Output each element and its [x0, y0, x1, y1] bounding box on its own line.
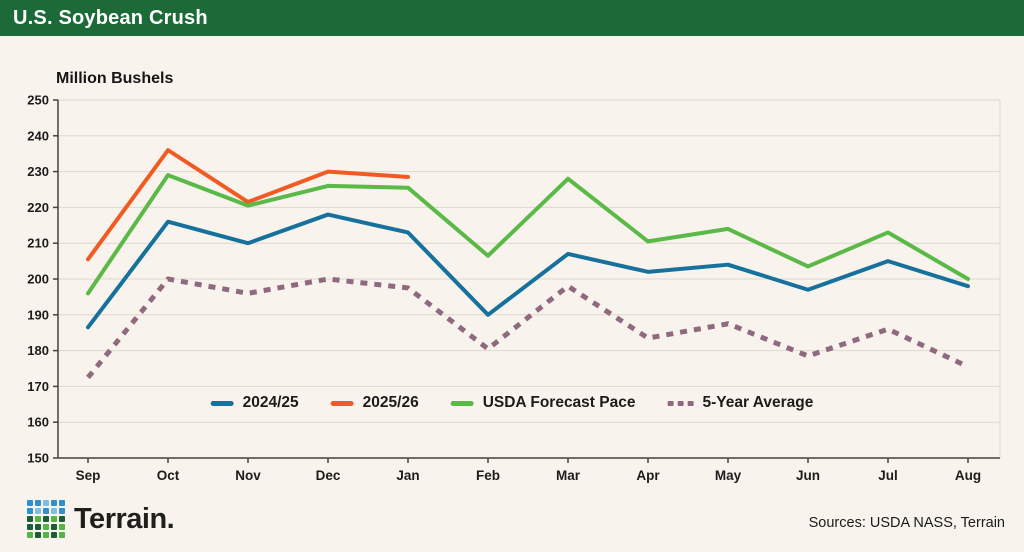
legend-swatch-5-year-average	[667, 400, 694, 406]
legend-swatch-2024-25	[210, 400, 234, 406]
svg-text:160: 160	[27, 415, 49, 430]
svg-text:180: 180	[27, 343, 49, 358]
svg-text:Jul: Jul	[878, 468, 898, 483]
svg-text:Mar: Mar	[556, 468, 581, 483]
terrain-logo-grid-icon	[27, 500, 65, 538]
svg-text:220: 220	[27, 200, 49, 215]
svg-text:200: 200	[27, 272, 49, 287]
chart-legend: 2024/25 2025/26 USDA Forecast Pace 5-Yea…	[210, 394, 813, 412]
legend-swatch-usda-forecast-pace	[450, 400, 474, 406]
terrain-logo: Terrain.	[27, 500, 175, 538]
legend-item-5-year-average: 5-Year Average	[667, 394, 813, 412]
legend-item-usda-forecast-pace: USDA Forecast Pace	[450, 394, 636, 412]
brand-name: Terrain.	[74, 502, 175, 535]
svg-text:250: 250	[27, 93, 49, 108]
svg-text:Feb: Feb	[476, 468, 500, 483]
legend-label: 2024/25	[242, 394, 299, 411]
header-bar: U.S. Soybean Crush	[0, 0, 1024, 36]
legend-item-2025-26: 2025/26	[330, 394, 419, 412]
svg-text:Dec: Dec	[316, 468, 341, 483]
svg-text:240: 240	[27, 128, 49, 143]
svg-text:Apr: Apr	[636, 468, 660, 483]
svg-text:Jan: Jan	[396, 468, 419, 483]
svg-text:Oct: Oct	[157, 468, 180, 483]
svg-text:210: 210	[27, 236, 49, 251]
svg-text:170: 170	[27, 379, 49, 394]
svg-text:230: 230	[27, 164, 49, 179]
svg-text:Sep: Sep	[76, 468, 101, 483]
legend-label: USDA Forecast Pace	[482, 394, 636, 411]
legend-label: 2025/26	[362, 394, 419, 411]
sources-note: Sources: USDA NASS, Terrain	[808, 515, 1005, 531]
y-axis-title: Million Bushels	[56, 70, 174, 87]
legend-item-2024-25: 2024/25	[210, 394, 299, 412]
legend-swatch-2025-26	[330, 400, 354, 406]
svg-text:190: 190	[27, 307, 49, 322]
svg-text:May: May	[715, 468, 742, 483]
svg-text:150: 150	[27, 451, 49, 466]
footer: Terrain. Sources: USDA NASS, Terrain	[0, 490, 1024, 552]
svg-text:Nov: Nov	[235, 468, 261, 483]
page-title: U.S. Soybean Crush	[13, 6, 208, 29]
legend-label: 5-Year Average	[702, 394, 814, 411]
svg-text:Aug: Aug	[955, 468, 981, 483]
svg-text:Jun: Jun	[796, 468, 820, 483]
